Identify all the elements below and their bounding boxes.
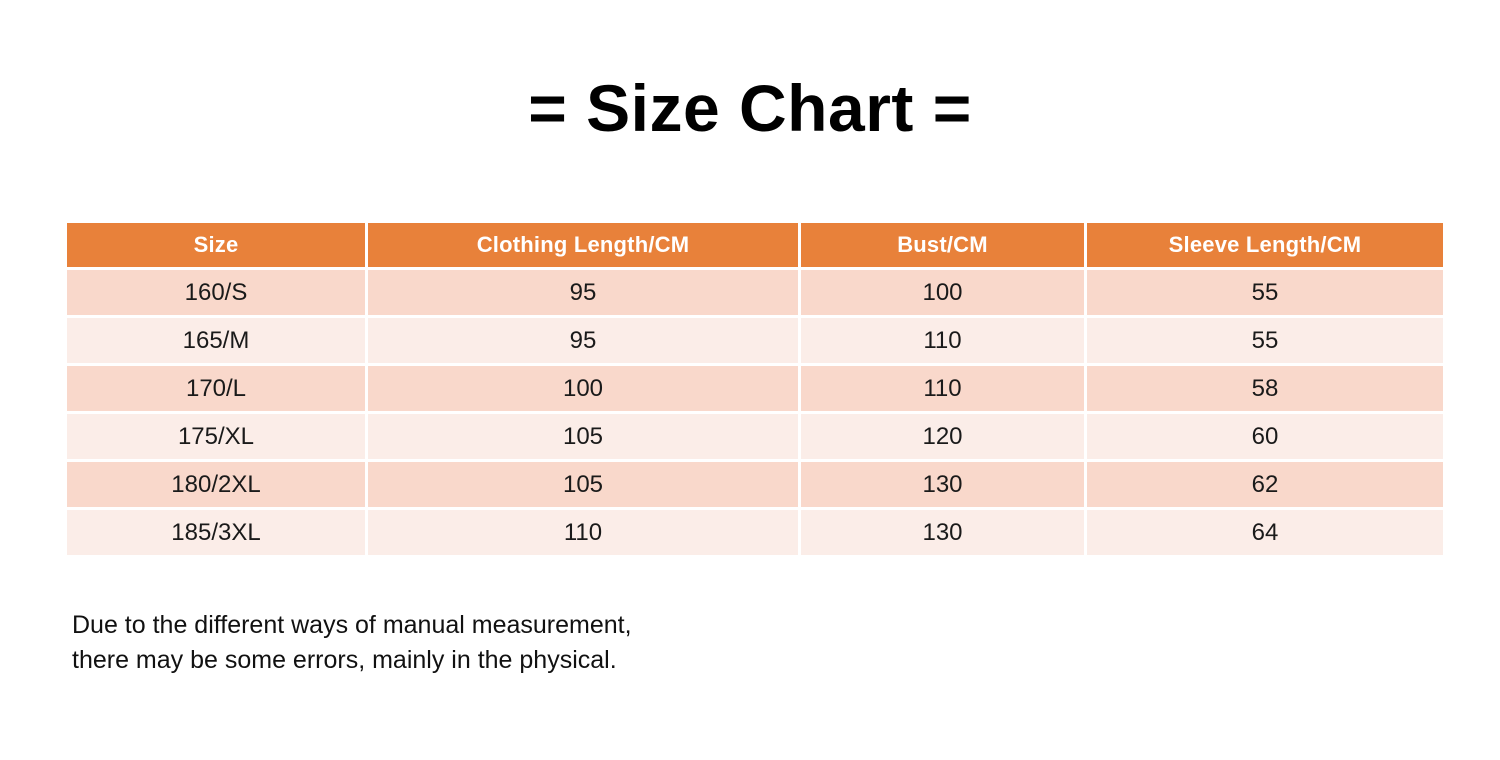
table-header-row: Size Clothing Length/CM Bust/CM Sleeve L… <box>67 223 1443 267</box>
cell-size: 170/L <box>67 366 365 411</box>
disclaimer-line-1: Due to the different ways of manual meas… <box>72 611 632 639</box>
size-chart-table: Size Clothing Length/CM Bust/CM Sleeve L… <box>64 220 1446 558</box>
cell-sleeve-length: 64 <box>1087 510 1443 555</box>
table-row: 175/XL 105 120 60 <box>67 414 1443 459</box>
cell-size: 165/M <box>67 318 365 363</box>
page-title: = Size Chart = <box>528 71 972 145</box>
size-chart-table-container: Size Clothing Length/CM Bust/CM Sleeve L… <box>64 220 1443 558</box>
table-row: 165/M 95 110 55 <box>67 318 1443 363</box>
table-header: Size Clothing Length/CM Bust/CM Sleeve L… <box>67 223 1443 267</box>
disclaimer-line-2: there may be some errors, mainly in the … <box>72 646 617 674</box>
cell-size: 185/3XL <box>67 510 365 555</box>
cell-size: 160/S <box>67 270 365 315</box>
table-row: 170/L 100 110 58 <box>67 366 1443 411</box>
cell-bust: 120 <box>801 414 1084 459</box>
cell-size: 175/XL <box>67 414 365 459</box>
cell-clothing-length: 95 <box>368 270 798 315</box>
cell-sleeve-length: 55 <box>1087 270 1443 315</box>
column-header-clothing-length: Clothing Length/CM <box>368 223 798 267</box>
table-body: 160/S 95 100 55 165/M 95 110 55 170/L 10… <box>67 270 1443 555</box>
cell-clothing-length: 105 <box>368 414 798 459</box>
table-row: 180/2XL 105 130 62 <box>67 462 1443 507</box>
column-header-sleeve-length: Sleeve Length/CM <box>1087 223 1443 267</box>
cell-bust: 130 <box>801 510 1084 555</box>
table-row: 185/3XL 110 130 64 <box>67 510 1443 555</box>
column-header-bust: Bust/CM <box>801 223 1084 267</box>
cell-clothing-length: 105 <box>368 462 798 507</box>
cell-bust: 100 <box>801 270 1084 315</box>
cell-sleeve-length: 62 <box>1087 462 1443 507</box>
cell-bust: 110 <box>801 366 1084 411</box>
column-header-size: Size <box>67 223 365 267</box>
measurement-disclaimer: Due to the different ways of manual meas… <box>72 608 972 678</box>
cell-bust: 130 <box>801 462 1084 507</box>
cell-sleeve-length: 58 <box>1087 366 1443 411</box>
cell-bust: 110 <box>801 318 1084 363</box>
table-row: 160/S 95 100 55 <box>67 270 1443 315</box>
cell-sleeve-length: 55 <box>1087 318 1443 363</box>
cell-clothing-length: 110 <box>368 510 798 555</box>
cell-sleeve-length: 60 <box>1087 414 1443 459</box>
cell-clothing-length: 100 <box>368 366 798 411</box>
cell-clothing-length: 95 <box>368 318 798 363</box>
cell-size: 180/2XL <box>67 462 365 507</box>
